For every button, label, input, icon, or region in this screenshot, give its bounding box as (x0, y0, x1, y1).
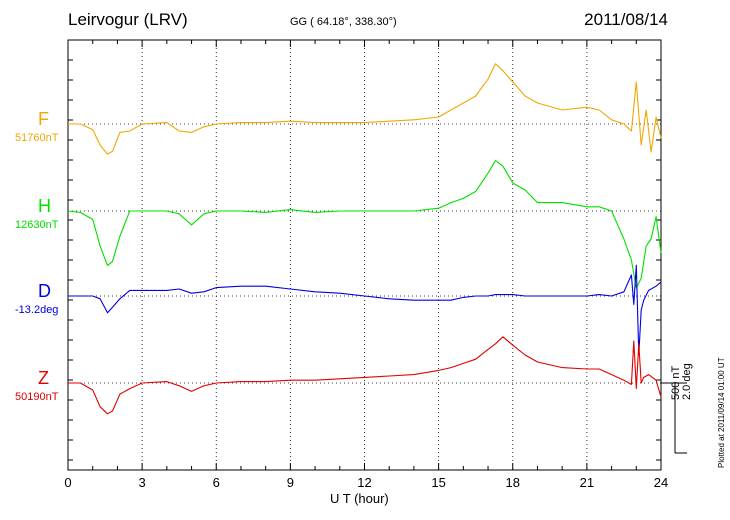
component-label-F: F (38, 109, 49, 129)
series-line-Z (68, 336, 662, 415)
plotted-timestamp: Plotted at 2011/09/14 01:00 UT (717, 357, 726, 468)
x-tick-label-12: 12 (357, 475, 371, 490)
x-tick-label-21: 21 (580, 475, 594, 490)
station-title: Leirvogur (LRV) (68, 10, 188, 29)
component-baseline-H: 12630nT (15, 219, 59, 231)
component-baseline-F: 51760nT (15, 132, 59, 144)
x-tick-label-15: 15 (431, 475, 445, 490)
component-label-Z: Z (38, 368, 49, 388)
series-line-F (68, 63, 662, 155)
x-tick-label-6: 6 (213, 475, 220, 490)
component-baseline-Z: 50190nT (15, 391, 59, 403)
series-line-D (68, 264, 662, 356)
x-axis-label: U T (hour) (330, 491, 389, 506)
component-label-D: D (38, 281, 51, 301)
x-tick-label-9: 9 (287, 475, 294, 490)
x-tick-label-18: 18 (506, 475, 520, 490)
series-line-H (67, 160, 662, 289)
x-tick-label-3: 3 (139, 475, 146, 490)
grid-lines (141, 40, 588, 470)
x-tick-labels: 0 3 6 9 12 15 18 21 24 (64, 475, 668, 490)
chart-date: 2011/08/14 (584, 10, 668, 29)
component-baseline-D: -13.2deg (15, 304, 59, 316)
axis-ticks (67, 40, 662, 470)
scale-bar (661, 382, 687, 454)
x-tick-label-0: 0 (64, 475, 71, 490)
component-label-H: H (38, 196, 51, 216)
x-tick-label-24: 24 (654, 475, 668, 490)
scale-deg-label: 2.0 deg (681, 363, 693, 400)
scale-bar-label: 500 nT 2.0 deg (670, 363, 693, 400)
series-lines (67, 63, 662, 415)
station-coordinates: GG ( 64.18°, 338.30°) (290, 16, 397, 28)
